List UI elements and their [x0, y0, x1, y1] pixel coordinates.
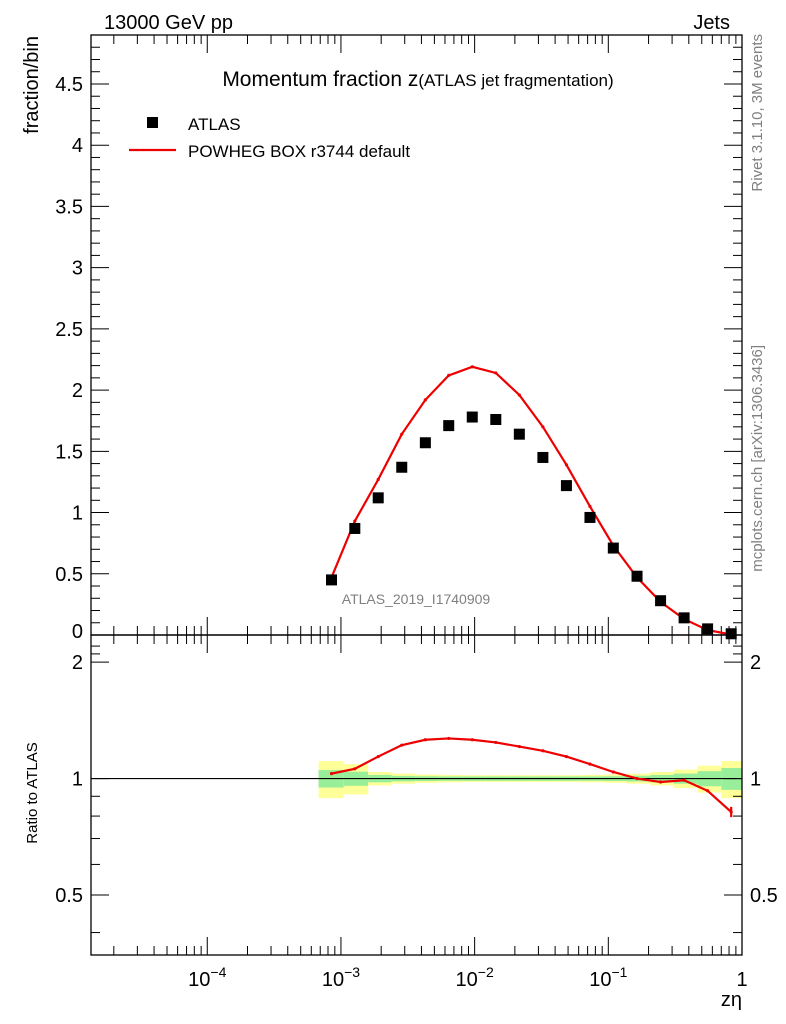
- ratio-powheg-point: [706, 789, 710, 793]
- header-observable: Jets: [693, 12, 730, 34]
- powheg-point: [517, 393, 521, 397]
- powheg-point: [588, 504, 592, 509]
- main-y-tick-label: 2: [72, 380, 83, 402]
- main-y-tick-label-zero: 0: [72, 621, 83, 643]
- ratio-powheg-point: [470, 738, 474, 742]
- main-y-axis-label: fraction/bin: [21, 36, 43, 134]
- ratio-powheg-point: [564, 754, 569, 759]
- ratio-powheg-line: [331, 737, 732, 813]
- atlas-data-point: [537, 451, 549, 463]
- ratio-powheg-point: [682, 778, 686, 782]
- header-process: 13000 GeV pp: [104, 12, 233, 34]
- ratio-powheg-point: [329, 772, 334, 776]
- powheg-point: [494, 371, 498, 375]
- ratio-y-tick-label-right: 0.5: [750, 885, 778, 907]
- main-y-tick-label: 4.5: [55, 74, 83, 96]
- main-y-tick-label: 3: [72, 258, 83, 280]
- atlas-data-point: [702, 623, 714, 635]
- main-y-tick-label: 3.5: [55, 196, 83, 218]
- ratio-y-tick-label-right: 1: [750, 769, 761, 791]
- x-axis-label: zη: [721, 989, 742, 1011]
- powheg-point: [447, 373, 451, 378]
- mcplots-label: mcplots.cern.ch [arXiv:1306.3436]: [749, 345, 766, 572]
- ratio-powheg-point: [517, 744, 521, 749]
- x-tick-label: 10−2: [456, 964, 494, 991]
- ratio-y-tick-label-left: 0.5: [55, 885, 83, 907]
- ratio-powheg-point: [658, 780, 663, 784]
- atlas-data-point: [655, 595, 667, 607]
- powheg-point: [564, 463, 569, 467]
- main-y-tick-label: 4: [72, 135, 83, 157]
- legend-powheg-label: POWHEG BOX r3744 default: [188, 142, 410, 161]
- legend-atlas-label: ATLAS: [188, 115, 241, 134]
- main-y-tick-label: 0.5: [55, 564, 83, 586]
- atlas-data-point: [584, 511, 596, 523]
- ratio-frame: [90, 634, 743, 956]
- atlas-data-point: [513, 428, 525, 440]
- powheg-point: [541, 425, 545, 429]
- ratio-plot-panel: 10−4 10−3 10−2 10−1 1 0.5 0.5 1 1 2 2: [55, 634, 778, 991]
- atlas-data-point: [678, 612, 690, 624]
- atlas-data-point: [725, 628, 737, 640]
- atlas-data-point: [349, 522, 361, 534]
- ratio-powheg-point: [353, 767, 357, 771]
- powheg-point: [400, 432, 404, 436]
- atlas-data-point: [419, 437, 431, 449]
- x-tick-label: 10−1: [589, 964, 627, 991]
- ratio-y-axis-label: Ratio to ATLAS: [24, 742, 41, 843]
- ratio-y-tick-label-right: 2: [750, 652, 761, 674]
- atlas-data-point: [443, 420, 455, 432]
- powheg-point: [423, 398, 427, 402]
- legend-atlas-marker: [147, 117, 158, 128]
- atlas-data-point: [396, 461, 408, 473]
- x-tick-label: 10−4: [188, 964, 226, 991]
- powheg-point: [470, 365, 474, 369]
- ratio-powheg-point: [635, 776, 639, 781]
- atlas-data-point: [631, 570, 643, 582]
- x-tick-label: 1: [736, 969, 747, 991]
- powheg-point: [353, 519, 357, 523]
- atlas-data-point: [607, 542, 619, 554]
- atlas-data-point: [466, 411, 478, 423]
- atlas-data-point: [326, 574, 338, 586]
- main-y-tick-label: 2.5: [55, 319, 83, 341]
- ratio-y-tick-label-left: 1: [72, 769, 83, 791]
- rivet-version-label: Rivet 3.1.10, 3M events: [749, 34, 766, 192]
- ratio-powheg-point: [541, 749, 545, 753]
- ratio-powheg-point: [494, 740, 498, 745]
- main-plot-panel: 0.5 1 1.5 2 2.5 3 3.5 4 4.5 0 Momentum fraction z(…: [55, 34, 743, 643]
- ratio-powheg-point: [611, 770, 615, 774]
- ratio-powheg-point: [376, 754, 380, 759]
- analysis-watermark: ATLAS_2019_I1740909: [342, 591, 491, 607]
- main-y-tick-label: 1.5: [55, 441, 83, 463]
- powheg-point: [376, 477, 380, 482]
- ratio-powheg-point: [447, 736, 451, 741]
- atlas-data-point: [372, 492, 384, 504]
- ratio-powheg-point: [423, 738, 427, 742]
- ratio-y-tick-label-left: 2: [72, 652, 83, 674]
- chart-title: Momentum fraction z(ATLAS jet fragmentat…: [222, 68, 613, 91]
- atlas-data-point: [560, 480, 572, 492]
- x-tick-label: 10−3: [322, 964, 360, 991]
- atlas-data-point: [490, 413, 502, 425]
- main-y-tick-label: 1: [72, 503, 83, 525]
- ratio-powheg-point: [588, 762, 592, 766]
- ratio-powheg-point: [400, 743, 404, 747]
